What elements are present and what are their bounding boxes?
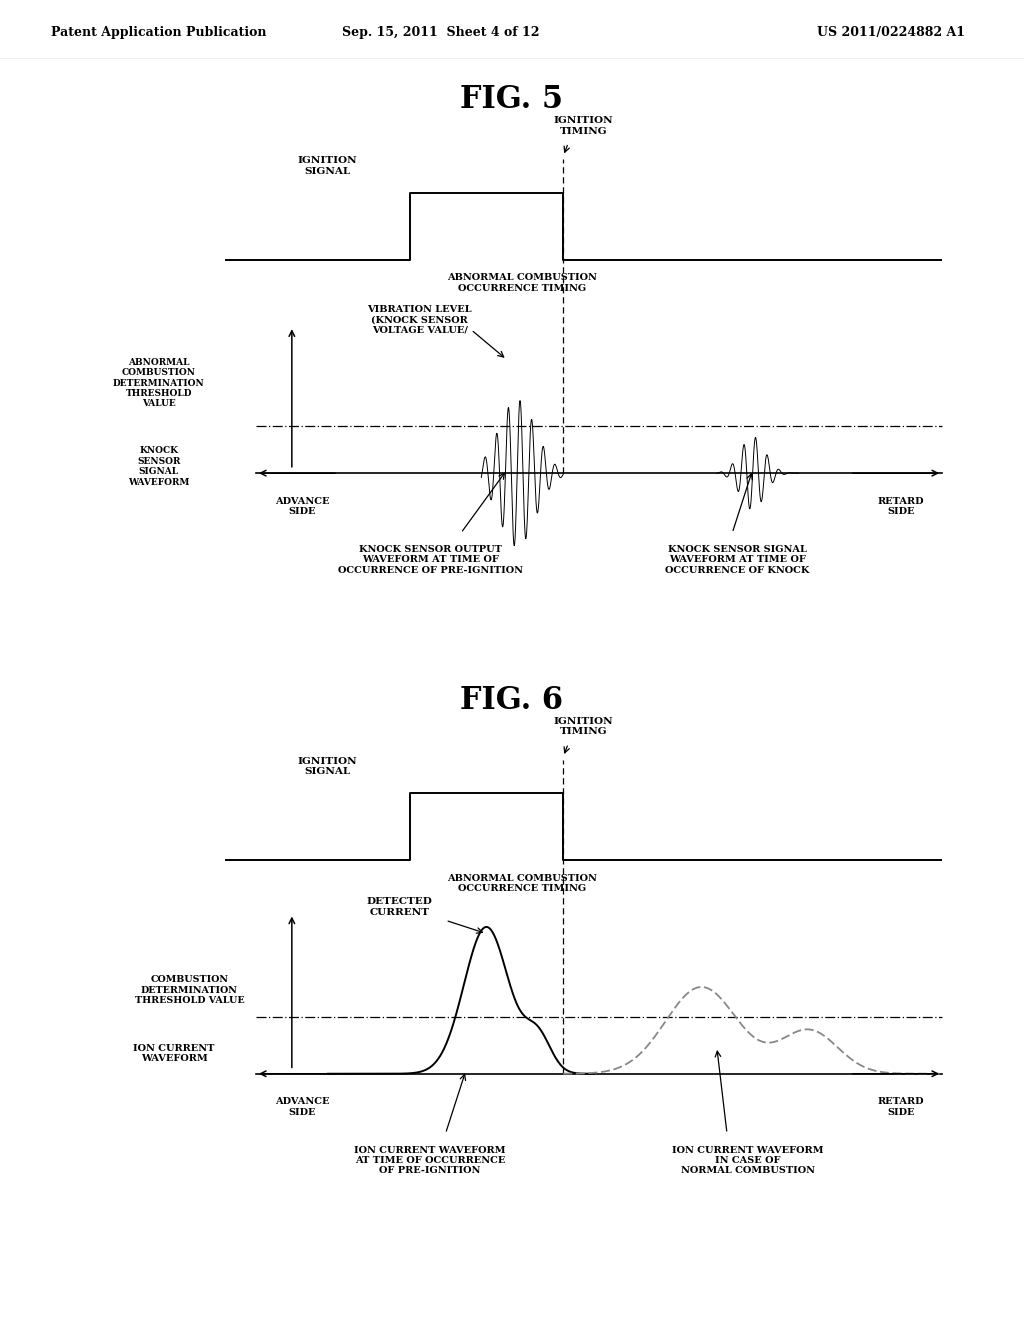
- Text: ADVANCE
SIDE: ADVANCE SIDE: [274, 496, 330, 516]
- Text: ABNORMAL COMBUSTION
OCCURRENCE TIMING: ABNORMAL COMBUSTION OCCURRENCE TIMING: [447, 874, 597, 894]
- Text: FIG. 5: FIG. 5: [461, 84, 563, 115]
- Text: VIBRATION LEVEL
(KNOCK SENSOR
VOLTAGE VALUE/: VIBRATION LEVEL (KNOCK SENSOR VOLTAGE VA…: [368, 305, 472, 334]
- Text: Sep. 15, 2011  Sheet 4 of 12: Sep. 15, 2011 Sheet 4 of 12: [342, 26, 539, 40]
- Text: ABNORMAL COMBUSTION
OCCURRENCE TIMING: ABNORMAL COMBUSTION OCCURRENCE TIMING: [447, 273, 597, 293]
- Text: Patent Application Publication: Patent Application Publication: [51, 26, 266, 40]
- Text: IGNITION
SIGNAL: IGNITION SIGNAL: [298, 758, 357, 776]
- Text: ADVANCE
SIDE: ADVANCE SIDE: [274, 1097, 330, 1117]
- Text: COMBUSTION
DETERMINATION
THRESHOLD VALUE: COMBUSTION DETERMINATION THRESHOLD VALUE: [134, 975, 245, 1006]
- Text: IGNITION
TIMING: IGNITION TIMING: [554, 116, 613, 136]
- Text: RETARD
SIDE: RETARD SIDE: [878, 496, 925, 516]
- Text: KNOCK SENSOR OUTPUT
WAVEFORM AT TIME OF
OCCURRENCE OF PRE-IGNITION: KNOCK SENSOR OUTPUT WAVEFORM AT TIME OF …: [338, 545, 522, 574]
- Text: ION CURRENT WAVEFORM
IN CASE OF
NORMAL COMBUSTION: ION CURRENT WAVEFORM IN CASE OF NORMAL C…: [672, 1146, 823, 1175]
- Text: RETARD
SIDE: RETARD SIDE: [878, 1097, 925, 1117]
- Text: DETECTED
CURRENT: DETECTED CURRENT: [367, 898, 432, 916]
- Text: IGNITION
SIGNAL: IGNITION SIGNAL: [298, 157, 357, 176]
- Text: FIG. 6: FIG. 6: [461, 685, 563, 715]
- Text: US 2011/0224882 A1: US 2011/0224882 A1: [817, 26, 965, 40]
- Text: KNOCK
SENSOR
SIGNAL
WAVEFORM: KNOCK SENSOR SIGNAL WAVEFORM: [128, 446, 189, 487]
- Text: ABNORMAL
COMBUSTION
DETERMINATION
THRESHOLD
VALUE: ABNORMAL COMBUSTION DETERMINATION THRESH…: [113, 358, 205, 408]
- Text: IGNITION
TIMING: IGNITION TIMING: [554, 717, 613, 737]
- Text: KNOCK SENSOR SIGNAL
WAVEFORM AT TIME OF
OCCURRENCE OF KNOCK: KNOCK SENSOR SIGNAL WAVEFORM AT TIME OF …: [666, 545, 809, 574]
- Text: ION CURRENT WAVEFORM
AT TIME OF OCCURRENCE
OF PRE-IGNITION: ION CURRENT WAVEFORM AT TIME OF OCCURREN…: [354, 1146, 506, 1175]
- Text: ION CURRENT
WAVEFORM: ION CURRENT WAVEFORM: [133, 1044, 215, 1064]
